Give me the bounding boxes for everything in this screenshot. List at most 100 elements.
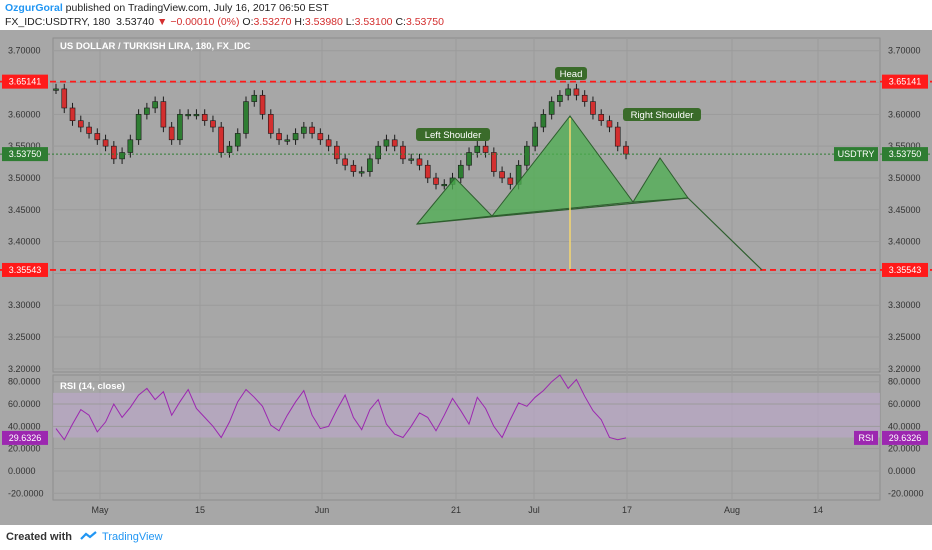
candle (61, 88, 68, 109)
candle (193, 114, 200, 117)
rsi-tick-label-right: -20.0000 (888, 488, 924, 498)
chart-area[interactable]: 3.20000 3.20000 3.25000 3.25000 3.30000 3.300… (0, 30, 932, 525)
y-tick-label-left: 3.50000 (8, 173, 41, 183)
candle (144, 107, 150, 115)
y-tick-label-right: 3.30000 (888, 300, 921, 310)
rsi-name-tag (854, 430, 878, 445)
candle (234, 133, 241, 147)
chart-svg[interactable]: 3.20000 3.20000 3.25000 3.25000 3.30000 3.300… (0, 30, 932, 525)
rsi-tick-label-left: 0.0000 (8, 466, 36, 476)
rsi-tick-label-right: 40.0000 (888, 421, 921, 431)
candle (102, 139, 109, 147)
candle (565, 88, 571, 96)
candle (457, 164, 464, 179)
candle (152, 101, 158, 109)
rsi-tag-right (882, 430, 928, 445)
price-tag-right (882, 262, 928, 277)
price-tag-right (882, 147, 928, 162)
candle (367, 158, 373, 172)
candle (160, 101, 167, 128)
price-change: −0.00010 (0%) (170, 16, 240, 28)
candle (276, 133, 282, 141)
pattern-label: Head (560, 69, 583, 80)
rsi-tag-left-text: 29.6326 (9, 433, 42, 443)
created-with: Created with TradingView (6, 531, 163, 543)
y-tick-label-left: 3.55000 (8, 141, 41, 151)
rsi-tick-label-left: -20.0000 (8, 488, 44, 498)
price-tag-right-text: 3.65141 (889, 77, 922, 87)
tradingview-brand[interactable]: TradingView (102, 531, 163, 543)
candle (507, 177, 514, 185)
pattern-label-box (623, 108, 701, 121)
y-tick-label-right: 3.20000 (888, 364, 921, 374)
x-tick-label: 21 (451, 505, 461, 515)
created-label: Created with (6, 531, 73, 543)
candle (466, 152, 472, 166)
x-tick-label: 15 (195, 505, 205, 515)
candle (598, 114, 605, 122)
candle (94, 133, 101, 141)
candle (251, 94, 258, 102)
high-value: 3.53980 (304, 16, 343, 28)
symbol-label: FX_IDC:USDTRY, 180 (5, 16, 111, 28)
neckline[interactable] (416, 197, 689, 225)
candle (573, 88, 580, 96)
y-tick-label-right: 3.60000 (888, 109, 921, 119)
publish-text: published on TradingView.com, July 16, 2… (62, 2, 329, 14)
rsi-line[interactable] (55, 374, 627, 441)
target-projection-line[interactable] (687, 197, 763, 271)
candle (391, 139, 398, 147)
candle (243, 101, 249, 134)
candle (325, 139, 332, 147)
rsi-tick-label-right: 0.0000 (888, 466, 916, 476)
y-tick-label-right: 3.55000 (888, 141, 921, 151)
candle (400, 145, 406, 160)
candle (259, 94, 266, 115)
candle (309, 126, 315, 134)
candle (441, 184, 448, 187)
price-tag-left (2, 262, 48, 277)
rsi-tick-label-left: 60.0000 (8, 399, 41, 409)
chart-title: US DOLLAR / TURKISH LIRA, 180, FX_IDC (60, 41, 251, 52)
symbol-tag (834, 147, 878, 162)
rsi-tag-left (2, 430, 48, 445)
candle (226, 145, 233, 153)
rsi-tag-right-text: 29.6326 (889, 433, 922, 443)
candle (111, 145, 117, 160)
main-pane[interactable] (52, 37, 881, 373)
pattern-label-box (555, 67, 587, 80)
candle (540, 114, 547, 128)
rsi-band (53, 392, 880, 438)
rsi-tick-label-right: 80.0000 (888, 377, 921, 387)
symbol-tag-text: USDTRY (838, 149, 875, 159)
candle (499, 171, 505, 179)
publish-header: OzgurGoral published on TradingView.com,… (0, 0, 932, 30)
rsi-name-tag-text: RSI (858, 433, 873, 443)
candle (292, 133, 299, 141)
price-tag-left-text: 3.65141 (9, 77, 42, 87)
price-tag-left-text: 3.53750 (9, 149, 42, 159)
rsi-title: RSI (14, close) (60, 381, 125, 392)
candle (557, 94, 563, 102)
y-tick-label-right: 3.45000 (888, 205, 921, 215)
candle (135, 114, 142, 141)
candle (342, 158, 348, 166)
candle (53, 88, 59, 91)
footer: Created with TradingView (0, 525, 932, 550)
high-label: H: (294, 16, 305, 28)
candle (623, 145, 629, 155)
right-shoulder-shape[interactable] (632, 157, 689, 203)
candle (86, 126, 92, 134)
y-tick-label-right: 3.50000 (888, 173, 921, 183)
candle (408, 158, 415, 161)
author-link[interactable]: OzgurGoral (5, 2, 63, 14)
publish-info: OzgurGoral published on TradingView.com,… (5, 2, 329, 14)
head-shape[interactable] (490, 115, 634, 217)
candle (334, 145, 340, 160)
candle (548, 101, 555, 115)
candle (614, 126, 621, 147)
candle (177, 114, 183, 141)
y-tick-label-left: 3.30000 (8, 300, 41, 310)
left-shoulder-shape[interactable] (415, 177, 494, 225)
candle (210, 120, 216, 128)
